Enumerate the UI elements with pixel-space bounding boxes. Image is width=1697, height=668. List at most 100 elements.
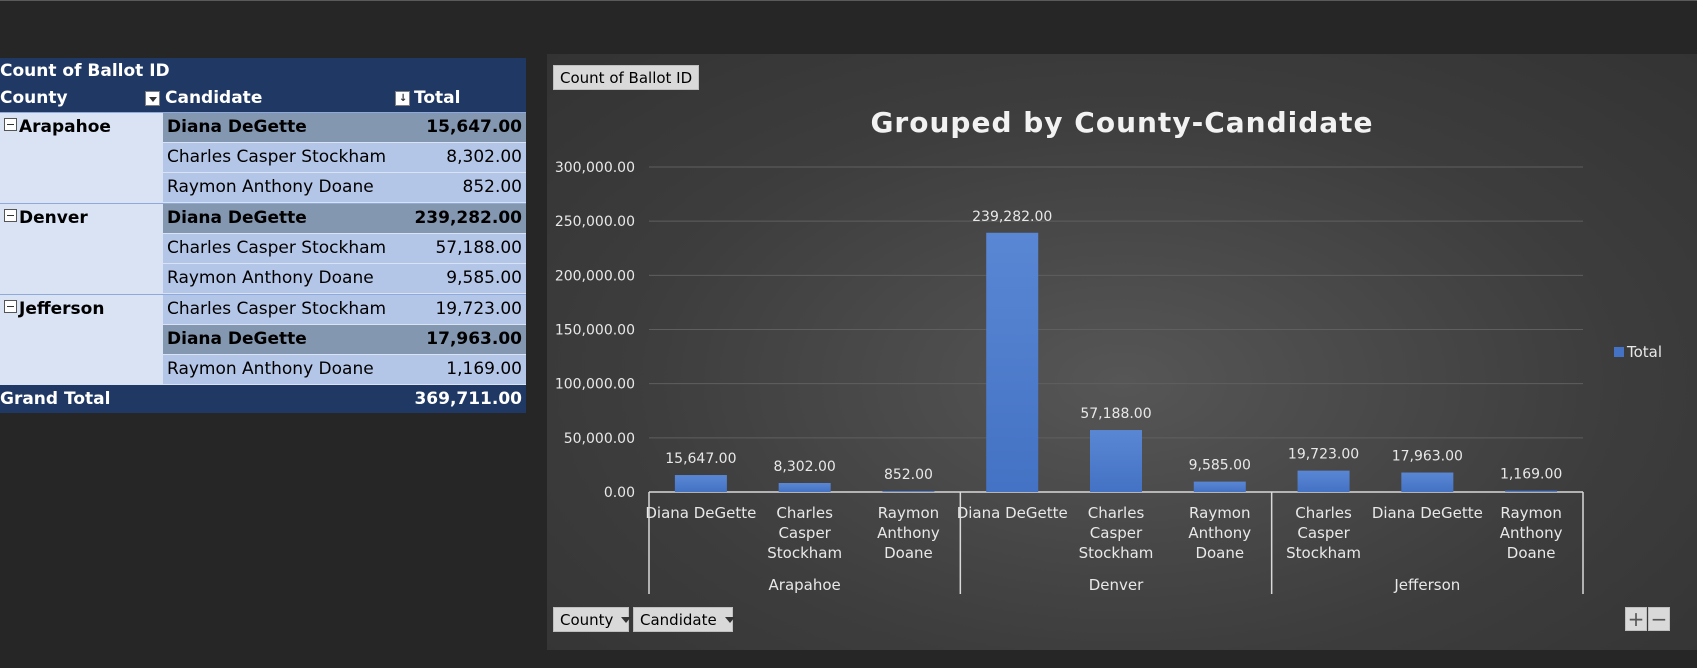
bar <box>674 475 727 492</box>
x-category-label: Raymon <box>878 504 939 522</box>
collapse-icon[interactable] <box>4 118 17 131</box>
county-filter-dropdown-icon[interactable] <box>145 91 160 106</box>
candidate-total: 15,647.00 <box>426 117 522 137</box>
x-category-label: Doane <box>1507 544 1556 562</box>
grand-total-label: Grand Total <box>0 389 111 409</box>
y-tick-label: 100,000.00 <box>555 377 635 393</box>
bar <box>1297 470 1350 492</box>
x-category-label: Doane <box>884 544 933 562</box>
county-axis-field-button[interactable]: County <box>553 607 632 632</box>
collapse-icon[interactable] <box>4 300 17 313</box>
county-row-label[interactable]: Arapahoe <box>0 113 163 142</box>
county-group: Jefferson Charles Casper Stockham 19,723.0… <box>0 294 526 385</box>
x-category-label: Charles <box>776 504 833 522</box>
x-category-label: Charles <box>1088 504 1145 522</box>
data-label: 239,282.00 <box>972 209 1052 225</box>
candidate-name: Raymon Anthony Doane <box>167 359 374 379</box>
candidate-axis-field-label: Candidate <box>640 611 717 629</box>
bar <box>1401 472 1454 492</box>
x-group-label: Denver <box>1089 576 1144 594</box>
county-group: Denver Diana DeGette 239,282.00 Charles Cas… <box>0 203 526 294</box>
county-header[interactable]: County <box>0 88 68 108</box>
data-label: 9,585.00 <box>1189 458 1251 474</box>
chart-plot: 0.00 50,000.00 100,000.00 150,000.00 200,000… <box>555 160 1662 594</box>
candidate-axis-field-button[interactable]: Candidate <box>633 607 735 632</box>
legend-swatch <box>1614 347 1624 357</box>
pivot-row[interactable]: Diana DeGette 17,963.00 <box>163 325 526 355</box>
chevron-down-icon <box>621 617 632 623</box>
county-row-label[interactable]: Jefferson <box>0 295 163 324</box>
county-row-label[interactable]: Denver <box>0 204 163 233</box>
x-category-label: Raymon <box>1189 504 1250 522</box>
pivot-body: Arapahoe Diana DeGette 15,647.00 Charles Ca… <box>0 112 526 385</box>
candidate-header[interactable]: Candidate <box>165 88 263 108</box>
value-field-button[interactable]: Count of Ballot ID <box>553 65 700 90</box>
bar <box>1090 430 1142 492</box>
data-label: 15,647.00 <box>665 451 736 467</box>
candidate-sort-filter-icon[interactable] <box>395 91 410 106</box>
y-tick-label: 0.00 <box>604 485 635 501</box>
pivot-row[interactable]: Raymon Anthony Doane 852.00 <box>163 173 526 203</box>
candidate-total: 57,188.00 <box>435 238 522 258</box>
x-category-label: Stockham <box>1286 544 1361 562</box>
county-name: Arapahoe <box>19 117 111 137</box>
pivot-table: Count of Ballot ID County Candidate Tota… <box>0 58 526 413</box>
pivot-row[interactable]: Raymon Anthony Doane 9,585.00 <box>163 264 526 294</box>
y-tick-label: 300,000.00 <box>555 160 635 176</box>
pivot-row[interactable]: Diana DeGette 239,282.00 <box>163 204 526 234</box>
bar <box>1193 481 1246 492</box>
collapse-icon[interactable] <box>4 209 17 222</box>
legend-label: Total <box>1626 343 1662 361</box>
x-category-label: Anthony <box>1188 524 1251 542</box>
candidate-total: 19,723.00 <box>435 299 522 319</box>
data-label: 57,188.00 <box>1080 406 1151 422</box>
candidate-name: Charles Casper Stockham <box>167 238 387 258</box>
candidate-name: Diana DeGette <box>167 208 307 228</box>
expand-field-button[interactable]: + <box>1625 607 1647 631</box>
county-name: Jefferson <box>19 299 105 319</box>
candidate-name: Charles Casper Stockham <box>167 147 387 167</box>
x-category-label: Anthony <box>1500 524 1563 542</box>
chevron-down-icon <box>724 617 735 623</box>
pivot-measure-label[interactable]: Count of Ballot ID <box>0 61 170 81</box>
grand-total-row[interactable]: Grand Total 369,711.00 <box>0 385 526 413</box>
x-group-label: Arapahoe <box>769 576 841 594</box>
candidate-total: 9,585.00 <box>446 268 522 288</box>
window-top-border <box>0 0 1697 1</box>
x-category-label: Diana DeGette <box>645 504 756 522</box>
data-label: 1,169.00 <box>1500 467 1562 483</box>
y-tick-label: 200,000.00 <box>555 268 635 284</box>
candidate-total: 17,963.00 <box>426 329 522 349</box>
bar <box>986 232 1039 492</box>
x-category-label: Doane <box>1195 544 1244 562</box>
x-category-label: Diana DeGette <box>957 504 1068 522</box>
candidate-name: Raymon Anthony Doane <box>167 268 374 288</box>
total-header[interactable]: Total <box>414 88 461 108</box>
pivot-row[interactable]: Charles Casper Stockham 19,723.00 <box>163 295 526 325</box>
x-category-label: Stockham <box>767 544 842 562</box>
pivot-chart[interactable]: Count of Ballot ID Grouped by County-Can… <box>547 54 1697 650</box>
collapse-field-button[interactable]: − <box>1648 607 1670 631</box>
pivot-row[interactable]: Charles Casper Stockham 57,188.00 <box>163 234 526 264</box>
pivot-row[interactable]: Charles Casper Stockham 8,302.00 <box>163 143 526 173</box>
candidate-name: Raymon Anthony Doane <box>167 177 374 197</box>
x-category-label: Diana DeGette <box>1372 504 1483 522</box>
x-category-label: Casper <box>1297 524 1350 542</box>
pivot-measure-row: Count of Ballot ID <box>0 58 526 85</box>
data-label: 8,302.00 <box>773 459 835 475</box>
candidate-total: 852.00 <box>462 177 522 197</box>
x-category-label: Casper <box>1090 524 1143 542</box>
candidate-total: 8,302.00 <box>446 147 522 167</box>
pivot-row[interactable]: Raymon Anthony Doane 1,169.00 <box>163 355 526 385</box>
county-axis-field-label: County <box>560 611 614 629</box>
county-name: Denver <box>19 208 88 228</box>
x-category-label: Raymon <box>1500 504 1561 522</box>
chart-title: Grouped by County-Candidate <box>870 106 1374 139</box>
bar <box>882 491 935 492</box>
x-category-label: Charles <box>1295 504 1352 522</box>
x-category-label: Stockham <box>1079 544 1154 562</box>
pivot-header-row: County Candidate Total <box>0 85 526 112</box>
candidate-total: 1,169.00 <box>446 359 522 379</box>
pivot-row[interactable]: Diana DeGette 15,647.00 <box>163 113 526 143</box>
y-tick-label: 250,000.00 <box>555 214 635 230</box>
